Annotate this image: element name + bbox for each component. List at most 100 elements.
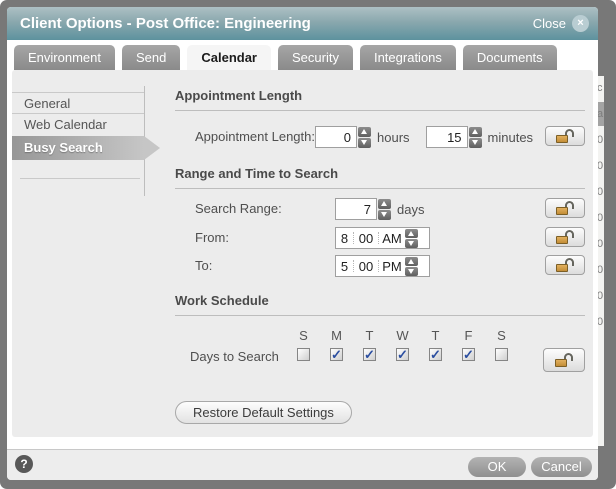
minutes-unit-label: minutes (487, 129, 534, 145)
from-hour[interactable]: 8 (340, 230, 349, 246)
to-time-lock-button[interactable] (545, 255, 585, 275)
checkbox-wednesday[interactable]: ✓ (396, 347, 409, 362)
spin-down-icon[interactable] (358, 137, 371, 148)
section-heading-work-schedule: Work Schedule (175, 293, 585, 316)
background-text: 0 (597, 316, 604, 328)
day-header-saturday: S (497, 328, 506, 343)
search-range-label: Search Range: (195, 201, 282, 216)
from-minute[interactable]: 00 (358, 230, 374, 246)
day-header-sunday: S (299, 328, 308, 343)
to-label: To: (195, 258, 213, 273)
unlock-icon (555, 129, 575, 143)
appointment-length-row: Appointment Length: hours m (175, 126, 585, 148)
from-time-lock-button[interactable] (545, 227, 585, 247)
background-text: 0 (597, 212, 604, 224)
sidebar-bottom-divider (20, 178, 140, 179)
unlock-icon (554, 353, 574, 367)
days-to-search-lock-button[interactable] (543, 348, 585, 372)
hours-spinner[interactable] (358, 126, 371, 148)
sidebar-nav: General Web Calendar Busy Search (12, 92, 160, 179)
checkbox-monday[interactable]: ✓ (330, 347, 343, 362)
sidebar-item-web-calendar[interactable]: Web Calendar (24, 117, 107, 132)
background-highlight-band (597, 102, 604, 126)
sidebar-item-busy-search[interactable]: Busy Search (12, 136, 160, 160)
spin-up-icon[interactable] (378, 198, 391, 209)
dialog-title: Client Options - Post Office: Engineerin… (20, 15, 311, 32)
close-label: Close (532, 16, 566, 31)
day-header-monday: M (331, 328, 342, 343)
background-text: 0 (597, 290, 604, 302)
from-time-field[interactable]: 8 00 AM (335, 227, 430, 249)
checkbox-tuesday[interactable]: ✓ (363, 347, 376, 362)
spin-up-icon[interactable] (468, 126, 482, 137)
appointment-length-label: Appointment Length: (195, 129, 315, 144)
close-button[interactable]: Close × (533, 7, 589, 40)
to-time-field[interactable]: 5 00 PM (335, 255, 430, 277)
appointment-length-lock-button[interactable] (545, 126, 585, 146)
search-range-lock-button[interactable] (545, 198, 585, 218)
background-text: 0 (597, 238, 604, 250)
help-icon[interactable]: ? (15, 455, 33, 473)
search-range-spinner[interactable] (378, 198, 391, 220)
day-header-wednesday: W (396, 328, 409, 343)
background-text: 0 (597, 186, 604, 198)
restore-default-settings-button[interactable]: Restore Default Settings (175, 401, 352, 424)
background-text: 0 (597, 134, 604, 146)
days-to-search-label: Days to Search (190, 349, 279, 364)
background-text: a (597, 108, 604, 120)
checkbox-thursday[interactable]: ✓ (429, 347, 442, 362)
minutes-spinner[interactable] (468, 126, 482, 148)
from-time-row: From: 8 00 AM (175, 227, 585, 249)
close-icon[interactable]: × (572, 15, 589, 32)
spin-down-icon[interactable] (468, 137, 482, 148)
sidebar-item-general[interactable]: General (12, 92, 144, 114)
background-text: c (597, 82, 603, 94)
section-heading-appointment-length: Appointment Length (175, 88, 585, 111)
day-header-row: S M T W T F S (175, 328, 585, 343)
spin-up-icon[interactable] (405, 256, 418, 266)
spin-down-icon[interactable] (405, 266, 418, 276)
search-range-input[interactable] (335, 198, 377, 220)
days-to-search-row: Days to Search ✓ ✓ ✓ ✓ ✓ (175, 348, 585, 372)
from-label: From: (195, 230, 229, 245)
unlock-icon (555, 230, 575, 244)
footer-divider (7, 449, 598, 450)
from-meridiem[interactable]: AM (382, 230, 402, 246)
dialog-footer: ? OK Cancel (7, 450, 598, 480)
to-hour[interactable]: 5 (340, 258, 349, 274)
to-time-spinner[interactable] (405, 256, 418, 276)
checkbox-sunday[interactable] (297, 348, 310, 361)
spin-up-icon[interactable] (405, 228, 418, 238)
tab-bar: Environment Send Calendar Security Integ… (14, 45, 557, 70)
cancel-button[interactable]: Cancel (531, 457, 592, 477)
ok-button[interactable]: OK (468, 457, 526, 477)
day-header-tuesday: T (365, 328, 374, 343)
tab-environment[interactable]: Environment (14, 45, 115, 70)
tab-send[interactable]: Send (121, 45, 181, 70)
dialog-titlebar: Client Options - Post Office: Engineerin… (7, 7, 598, 40)
background-page-sliver: c a 0 0 0 0 0 0 0 0 (597, 76, 604, 446)
to-meridiem[interactable]: PM (382, 258, 402, 274)
checkbox-friday[interactable]: ✓ (462, 347, 475, 362)
unlock-icon (555, 258, 575, 272)
spin-up-icon[interactable] (358, 126, 371, 137)
day-header-friday: F (464, 328, 473, 343)
tab-calendar[interactable]: Calendar (187, 45, 271, 70)
tab-integrations[interactable]: Integrations (359, 45, 456, 70)
checkbox-saturday[interactable] (495, 348, 508, 361)
from-time-spinner[interactable] (405, 228, 418, 248)
search-range-row: Search Range: days (175, 198, 585, 220)
spin-down-icon[interactable] (378, 209, 391, 220)
unlock-icon (555, 201, 575, 215)
client-options-dialog: Client Options - Post Office: Engineerin… (7, 7, 598, 480)
to-time-row: To: 5 00 PM (175, 255, 585, 277)
spin-down-icon[interactable] (405, 238, 418, 248)
tab-security[interactable]: Security (278, 45, 353, 70)
background-text: 0 (597, 160, 604, 172)
hours-input[interactable] (315, 126, 357, 148)
to-minute[interactable]: 00 (358, 258, 374, 274)
day-header-thursday: T (431, 328, 440, 343)
minutes-input[interactable] (425, 126, 468, 148)
tab-documents[interactable]: Documents (462, 45, 557, 70)
